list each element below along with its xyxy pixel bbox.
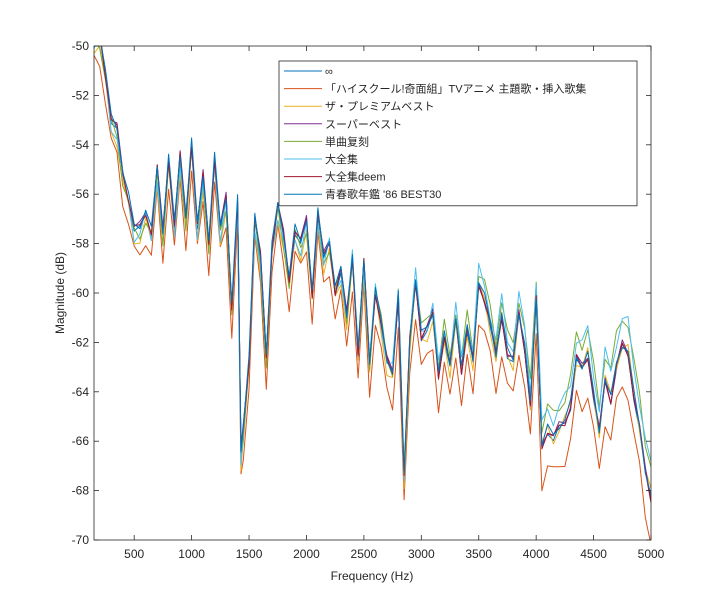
y-tick-label: -54 [72, 138, 90, 152]
x-tick-label: 1500 [236, 547, 263, 561]
legend-entry: 「ハイスクール!奇面組」TVアニメ 主題歌・挿入歌集 [325, 82, 586, 96]
legend-entry: 単曲复刻 [325, 134, 369, 148]
series-line-2 [94, 55, 651, 540]
x-tick-label: 2500 [351, 547, 378, 561]
x-tick-label: 4000 [523, 547, 550, 561]
y-tick-label: -70 [72, 533, 90, 547]
y-tick-label: -68 [72, 484, 90, 498]
y-tick-label: -60 [72, 286, 90, 300]
y-tick-label: -64 [72, 385, 90, 399]
y-tick-label: -62 [72, 335, 90, 349]
x-tick-label: 4500 [580, 547, 607, 561]
legend: ∞ 「ハイスクール!奇面組」TVアニメ 主題歌・挿入歌集ザ・プレミアムベストスーパ… [278, 60, 638, 207]
y-axis-label: Magnitude (dB) [53, 252, 67, 334]
x-tick-label: 3000 [408, 547, 435, 561]
x-tick-label: 5000 [638, 547, 665, 561]
legend-entry: ザ・プレミアムベスト [325, 100, 434, 113]
legend-entry: スーパーベスト [325, 118, 402, 131]
legend-entry: 青春歌年鑑 '86 BEST30 [325, 187, 441, 201]
legend-entry: ∞ [325, 66, 333, 78]
y-tick-label: -52 [72, 88, 90, 102]
y-tick-label: -56 [72, 187, 90, 201]
series-line-8 [100, 46, 651, 496]
x-tick-label: 500 [124, 547, 144, 561]
y-tick-label: -58 [72, 237, 90, 251]
x-ticks: 500 1000 1500 2000 2500 3000 3500 4000 4500 5000 [124, 46, 665, 561]
x-tick-label: 3500 [465, 547, 492, 561]
legend-entry: 大全集 [325, 152, 358, 166]
y-tick-label: -50 [72, 39, 90, 53]
y-ticks: -70 -68 -66 -64 -62 -60 -58 -56 -54 -52 -50 [72, 39, 651, 547]
y-tick-label: -66 [72, 434, 90, 448]
legend-box [278, 60, 638, 207]
x-tick-label: 1000 [178, 547, 205, 561]
x-axis-label: Frequency (Hz) [331, 569, 414, 583]
x-tick-label: 2000 [293, 547, 320, 561]
series-layer [94, 46, 651, 540]
legend-entry: 大全集deem [325, 170, 386, 184]
